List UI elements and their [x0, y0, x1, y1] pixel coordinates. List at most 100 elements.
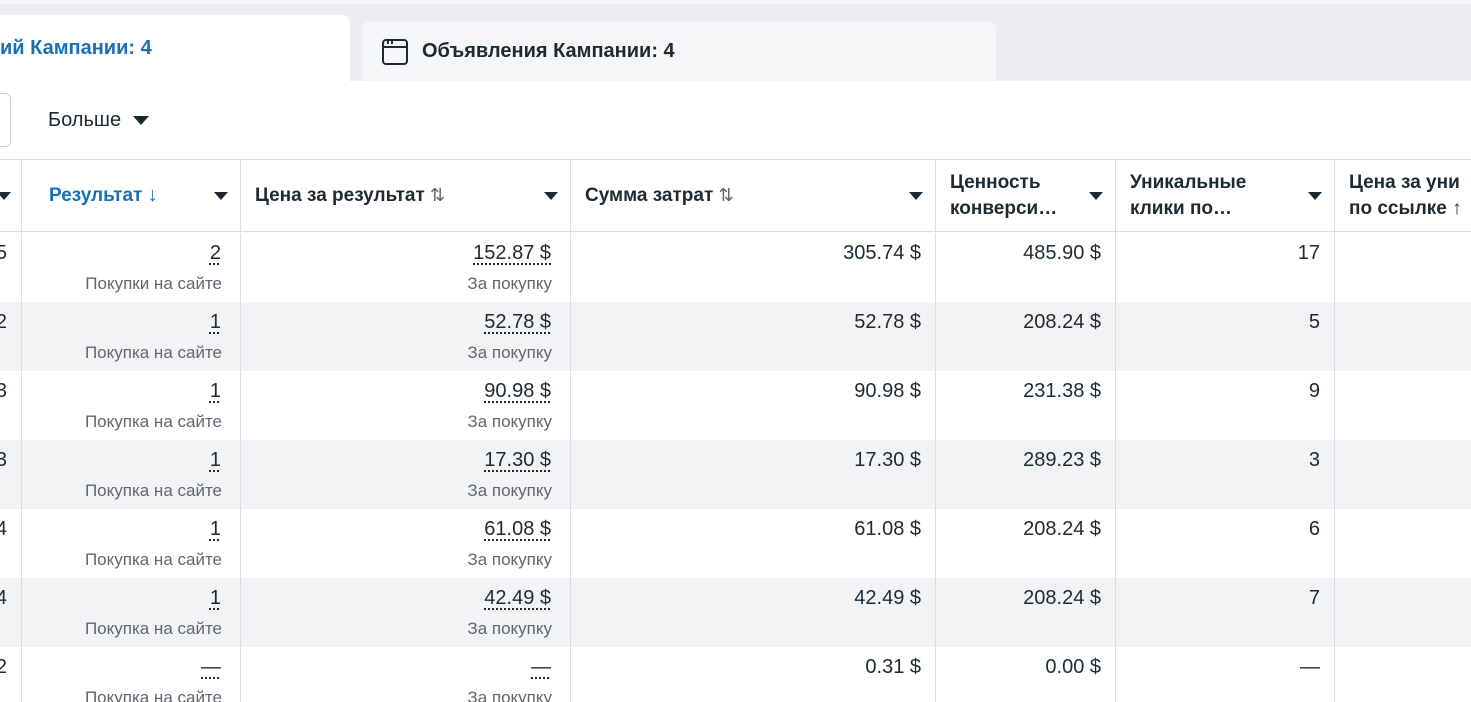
cell-cost-per-result: 61.08 $ За покупку [241, 509, 571, 578]
cell-partial: 4 [0, 509, 22, 578]
table-row[interactable]: 2 — Покупка на сайте — За покупку 0.31 $ 0.00 … [0, 647, 1471, 702]
table-header-row: Результат ↓ Цена за результат ⇅ Сумма за… [0, 160, 1471, 232]
cost-per-result-type-label: За покупку [467, 274, 552, 293]
caret-down-icon[interactable] [1089, 192, 1103, 200]
cell-result: 1 Покупка на сайте [22, 371, 241, 440]
cell-amount-spent: 305.74 $ [571, 233, 936, 302]
sort-icon[interactable]: ⇅ [718, 185, 734, 205]
result-type-label: Покупка на сайте [84, 481, 222, 500]
column-header-cost-per-result[interactable]: Цена за результат ⇅ [241, 160, 571, 231]
result-value-link[interactable]: 1 [209, 311, 221, 333]
cell-partial: 4 [0, 578, 22, 647]
tab-ad-sets[interactable]: ий Кампании: 4 [0, 15, 350, 85]
cost-per-result-link[interactable]: 42.49 $ [484, 587, 551, 609]
cell-cost-per-result: 17.30 $ За покупку [241, 440, 571, 509]
amount-spent-value: 61.08 $ [854, 518, 921, 540]
cell-unique-clicks: 6 [1116, 509, 1335, 578]
cell-amount-spent: 52.78 $ [571, 302, 936, 371]
cell-partial: 3 [0, 440, 22, 509]
cost-per-result-link[interactable]: 90.98 $ [484, 380, 551, 402]
result-value-link[interactable]: 1 [209, 380, 221, 402]
cell-value: 3 [0, 449, 7, 472]
column-header-label: Результат ↓ [49, 184, 158, 206]
cell-amount-spent: 42.49 $ [571, 578, 936, 647]
table-row[interactable]: 5 2 Покупки на сайте 152.87 $ За покупку 305.… [0, 233, 1471, 302]
caret-down-icon[interactable] [544, 192, 558, 200]
unique-clicks-value: — [1300, 656, 1320, 678]
result-value-link[interactable]: 1 [209, 518, 221, 540]
cost-per-result-type-label: За покупку [467, 412, 552, 431]
cell-partial: 5 [0, 233, 22, 302]
cell-amount-spent: 0.31 $ [571, 647, 936, 702]
cell-value: 4 [0, 587, 7, 610]
cost-per-result-link[interactable]: 152.87 $ [473, 242, 551, 264]
cell-unique-clicks: 9 [1116, 371, 1335, 440]
cost-per-result-type-label: За покупку [467, 550, 552, 569]
tab-ads-label: Объявления Кампании: 4 [422, 40, 675, 62]
result-value-link[interactable]: 1 [209, 587, 221, 609]
result-type-label: Покупки на сайте [85, 274, 222, 293]
conversion-value: 208.24 $ [1023, 518, 1101, 540]
cost-per-result-link[interactable]: — [531, 656, 551, 678]
cell-cost-per-unique-click [1335, 647, 1471, 702]
cell-unique-clicks: 7 [1116, 578, 1335, 647]
caret-down-icon [133, 115, 150, 125]
result-type-label: Покупка на сайте [84, 343, 222, 362]
result-type-label: Покупка на сайте [84, 550, 222, 569]
cell-unique-clicks: 3 [1116, 440, 1335, 509]
result-type-label: Покупка на сайте [84, 688, 222, 702]
cell-conversion-value: 0.00 $ [936, 647, 1116, 702]
caret-down-icon[interactable] [214, 192, 228, 200]
cell-value: 5 [0, 242, 7, 265]
result-type-label: Покупка на сайте [84, 619, 222, 638]
amount-spent-value: 42.49 $ [854, 587, 921, 609]
column-header-cost-per-unique-click[interactable]: Цена за уни по ссылке ↑ [1335, 160, 1471, 231]
result-type-label: Покупка на сайте [84, 412, 222, 431]
cell-value: 2 [0, 311, 7, 334]
column-header-conversion-value[interactable]: Ценность конверси… [936, 160, 1116, 231]
conversion-value: 289.23 $ [1023, 449, 1101, 471]
cell-cost-per-result: — За покупку [241, 647, 571, 702]
cell-partial: 2 [0, 302, 22, 371]
tab-bar-strip [0, 0, 1471, 4]
unique-clicks-value: 17 [1297, 242, 1320, 264]
result-value-link[interactable]: — [201, 656, 221, 678]
cell-result: 2 Покупки на сайте [22, 233, 241, 302]
cost-per-result-link[interactable]: 52.78 $ [484, 311, 551, 333]
toolbar: Больше [0, 81, 1471, 159]
ad-window-icon [382, 39, 408, 65]
column-header-unique-clicks[interactable]: Уникальные клики по… [1116, 160, 1335, 231]
cost-per-result-link[interactable]: 61.08 $ [484, 518, 551, 540]
cell-unique-clicks: 17 [1116, 233, 1335, 302]
sort-descending-icon[interactable]: ↓ [147, 184, 158, 206]
cost-per-result-link[interactable]: 17.30 $ [484, 449, 551, 471]
column-header-amount-spent[interactable]: Сумма затрат ⇅ [571, 160, 936, 231]
column-header-result[interactable]: Результат ↓ [22, 160, 241, 231]
column-header-label: Уникальные клики по… [1130, 172, 1247, 219]
caret-down-icon[interactable] [909, 192, 923, 200]
more-dropdown-button[interactable]: Больше [38, 103, 159, 137]
cell-result: — Покупка на сайте [22, 647, 241, 702]
toolbar-partial-control[interactable] [0, 93, 11, 147]
cell-conversion-value: 208.24 $ [936, 578, 1116, 647]
sort-icon[interactable]: ⇅ [430, 185, 446, 205]
result-value-link[interactable]: 1 [209, 449, 221, 471]
cost-per-result-type-label: За покупку [467, 481, 552, 500]
caret-down-icon[interactable] [1308, 192, 1322, 200]
conversion-value: 0.00 $ [1045, 656, 1101, 678]
column-header-partial[interactable] [0, 160, 22, 231]
cell-conversion-value: 231.38 $ [936, 371, 1116, 440]
tab-ads[interactable]: Объявления Кампании: 4 [362, 21, 996, 83]
cell-cost-per-result: 90.98 $ За покупку [241, 371, 571, 440]
cell-unique-clicks: — [1116, 647, 1335, 702]
result-value-link[interactable]: 2 [209, 242, 221, 264]
caret-down-icon[interactable] [0, 192, 11, 200]
tab-ad-sets-label: ий Кампании: 4 [0, 37, 152, 59]
conversion-value: 208.24 $ [1023, 311, 1101, 333]
cell-amount-spent: 17.30 $ [571, 440, 936, 509]
